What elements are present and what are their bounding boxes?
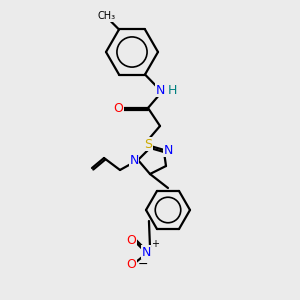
Text: N: N [129,154,139,166]
Text: O: O [126,233,136,247]
Text: H: H [167,83,177,97]
Text: N: N [163,143,173,157]
Text: S: S [144,137,152,151]
Text: +: + [151,239,159,249]
Text: O: O [113,101,123,115]
Text: −: − [138,258,148,271]
Text: CH₃: CH₃ [98,11,116,22]
Text: O: O [126,257,136,271]
Text: N: N [155,83,165,97]
Text: N: N [141,245,151,259]
